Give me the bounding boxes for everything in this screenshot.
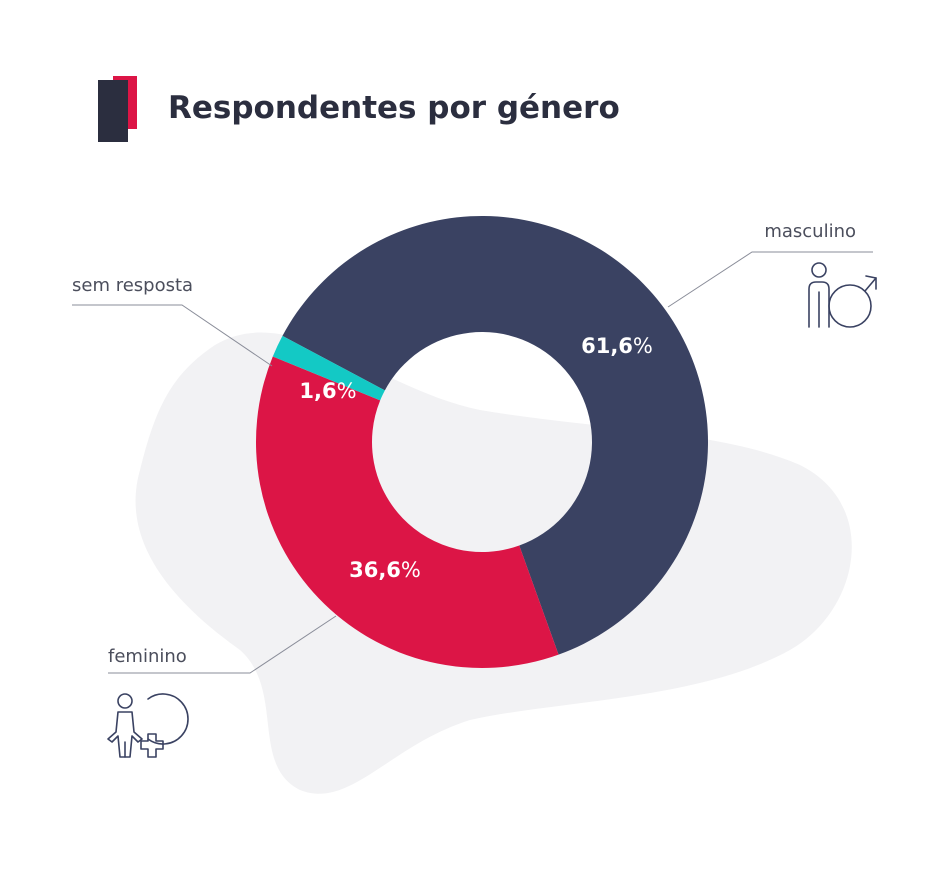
slice-sem-resposta [272,335,385,401]
svg-text:36,6%: 36,6% [349,558,421,582]
slice-masculino [282,216,708,655]
pct-label-sem-resposta: 1,6% [299,379,356,403]
label-feminino: feminino [108,646,187,667]
leader-line-feminino [108,615,337,674]
label-sem-resposta: sem resposta [72,275,193,296]
pct-label-masculino: 61,6% [581,334,653,358]
label-masculino: masculino [764,221,856,242]
leader-line-sem-resposta [72,304,273,367]
svg-text:61,6%: 61,6% [581,334,653,358]
male-person-icon [808,262,877,328]
donut-slices [255,216,708,668]
svg-text:1,6%: 1,6% [299,379,356,403]
female-person-icon [107,693,189,758]
slice-feminino [255,356,559,668]
pct-label-feminino: 36,6% [349,558,421,582]
chart-title: Respondentes por género [168,90,620,126]
title-accent [98,76,137,142]
leader-line-masculino [667,251,873,308]
